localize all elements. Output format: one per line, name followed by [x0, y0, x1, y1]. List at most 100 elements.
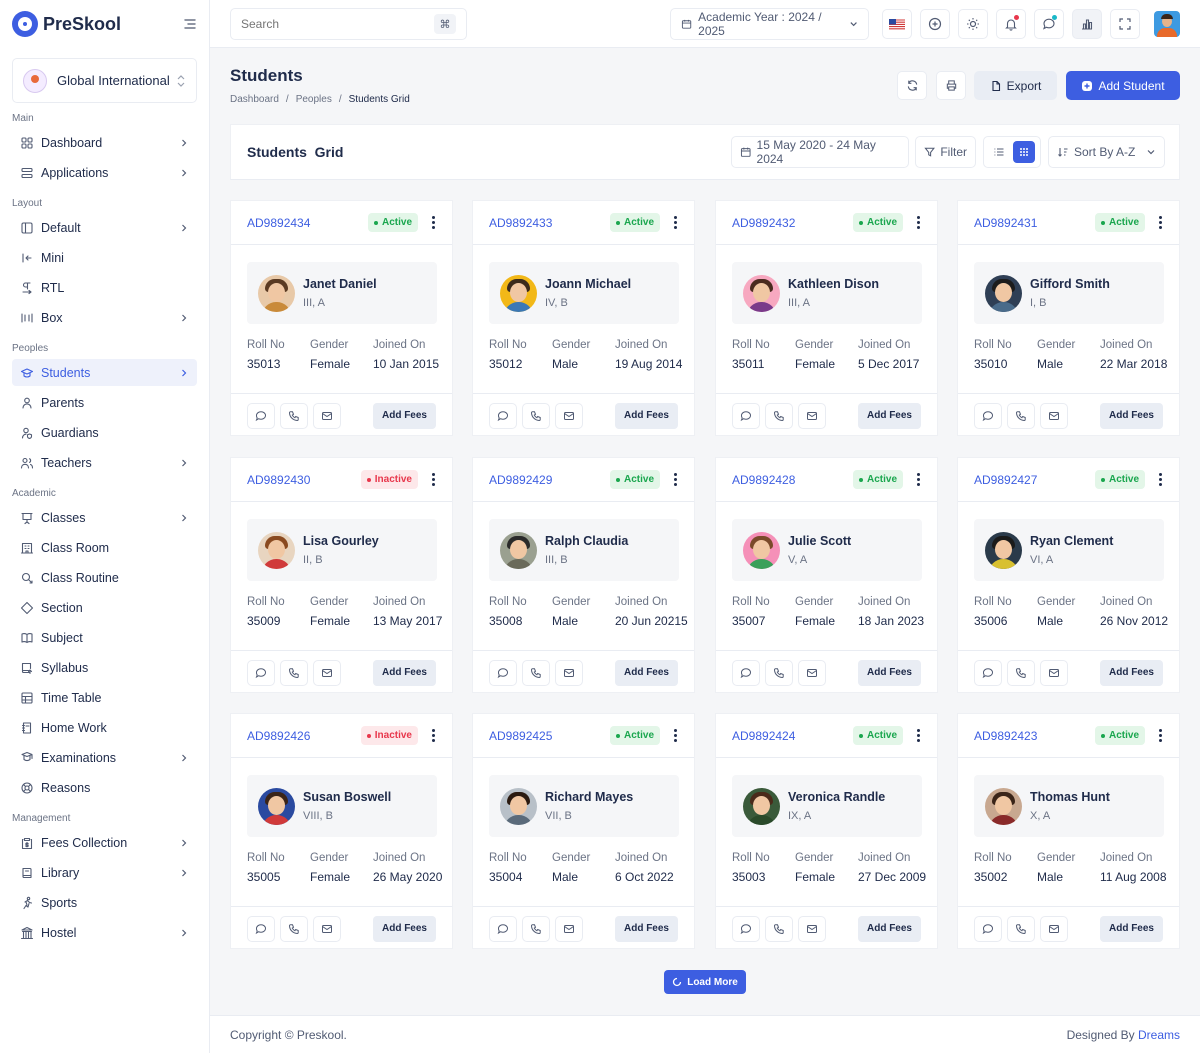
messages-button[interactable]: [1034, 9, 1064, 39]
call-button[interactable]: [765, 402, 793, 429]
filter-button[interactable]: Filter: [915, 136, 976, 168]
email-button[interactable]: [313, 659, 341, 686]
email-button[interactable]: [1040, 659, 1068, 686]
list-view-button[interactable]: [988, 141, 1010, 163]
student-name[interactable]: Gifford Smith: [1030, 277, 1110, 291]
message-button[interactable]: [247, 402, 275, 429]
student-id-link[interactable]: AD9892426: [247, 728, 311, 743]
message-button[interactable]: [974, 659, 1002, 686]
student-profile[interactable]: Susan Boswell VIII, B: [247, 775, 437, 837]
add-fees-button[interactable]: Add Fees: [615, 915, 678, 942]
add-fees-button[interactable]: Add Fees: [1100, 659, 1163, 686]
add-new-button[interactable]: [920, 9, 950, 39]
language-flag-button[interactable]: [882, 9, 912, 39]
student-profile[interactable]: Janet Daniel III, A: [247, 262, 437, 324]
student-name[interactable]: Janet Daniel: [303, 277, 377, 291]
user-avatar[interactable]: [1154, 11, 1180, 37]
student-profile[interactable]: Lisa Gourley II, B: [247, 519, 437, 581]
export-button[interactable]: Export: [974, 71, 1057, 100]
student-profile[interactable]: Ryan Clement VI, A: [974, 519, 1164, 581]
student-name[interactable]: Joann Michael: [545, 277, 632, 291]
add-fees-button[interactable]: Add Fees: [373, 915, 436, 942]
student-id-link[interactable]: AD9892425: [489, 728, 553, 743]
add-fees-button[interactable]: Add Fees: [858, 402, 921, 429]
more-options-icon[interactable]: [915, 473, 921, 486]
sidebar-item-rtl[interactable]: RTL: [12, 274, 197, 301]
more-options-icon[interactable]: [430, 216, 436, 229]
student-id-link[interactable]: AD9892428: [732, 472, 796, 487]
more-options-icon[interactable]: [672, 473, 678, 486]
add-fees-button[interactable]: Add Fees: [373, 659, 436, 686]
message-button[interactable]: [732, 659, 760, 686]
email-button[interactable]: [555, 659, 583, 686]
sidebar-item-default[interactable]: Default: [12, 214, 197, 241]
call-button[interactable]: [522, 659, 550, 686]
date-range-picker[interactable]: 15 May 2020 - 24 May 2024: [731, 136, 909, 168]
sidebar-item-fees-collection[interactable]: Fees Collection: [12, 829, 197, 856]
sidebar-item-syllabus[interactable]: Syllabus: [12, 654, 197, 681]
sidebar-item-time-table[interactable]: Time Table: [12, 684, 197, 711]
message-button[interactable]: [489, 659, 517, 686]
student-id-link[interactable]: AD9892423: [974, 728, 1038, 743]
student-name[interactable]: Julie Scott: [788, 534, 852, 548]
grid-view-button[interactable]: [1013, 141, 1035, 163]
student-name[interactable]: Lisa Gourley: [303, 534, 379, 548]
more-options-icon[interactable]: [1157, 729, 1163, 742]
refresh-button[interactable]: [897, 71, 927, 100]
add-fees-button[interactable]: Add Fees: [373, 402, 436, 429]
message-button[interactable]: [732, 402, 760, 429]
call-button[interactable]: [522, 915, 550, 942]
add-fees-button[interactable]: Add Fees: [1100, 915, 1163, 942]
student-id-link[interactable]: AD9892427: [974, 472, 1038, 487]
message-button[interactable]: [732, 915, 760, 942]
notifications-button[interactable]: [996, 9, 1026, 39]
call-button[interactable]: [1007, 402, 1035, 429]
student-profile[interactable]: Joann Michael IV, B: [489, 262, 679, 324]
email-button[interactable]: [555, 915, 583, 942]
search-box[interactable]: ⌘: [230, 8, 467, 40]
student-name[interactable]: Ralph Claudia: [545, 534, 629, 548]
call-button[interactable]: [522, 402, 550, 429]
load-more-button[interactable]: Load More: [664, 970, 746, 994]
more-options-icon[interactable]: [915, 729, 921, 742]
sidebar-item-dashboard[interactable]: Dashboard: [12, 129, 197, 156]
sidebar-item-box[interactable]: Box: [12, 304, 197, 331]
more-options-icon[interactable]: [1157, 216, 1163, 229]
call-button[interactable]: [1007, 659, 1035, 686]
call-button[interactable]: [280, 659, 308, 686]
email-button[interactable]: [1040, 915, 1068, 942]
call-button[interactable]: [1007, 915, 1035, 942]
search-input[interactable]: [241, 17, 434, 31]
sidebar-item-sports[interactable]: Sports: [12, 889, 197, 916]
student-name[interactable]: Kathleen Dison: [788, 277, 879, 291]
call-button[interactable]: [765, 659, 793, 686]
menu-toggle-icon[interactable]: [183, 17, 197, 31]
school-selector[interactable]: Global International: [12, 58, 197, 103]
email-button[interactable]: [798, 915, 826, 942]
designer-link[interactable]: Dreams: [1137, 1028, 1180, 1042]
add-fees-button[interactable]: Add Fees: [1100, 402, 1163, 429]
more-options-icon[interactable]: [672, 216, 678, 229]
sidebar-item-class-routine[interactable]: Class Routine: [12, 564, 197, 591]
student-name[interactable]: Thomas Hunt: [1030, 790, 1110, 804]
student-profile[interactable]: Ralph Claudia III, B: [489, 519, 679, 581]
add-fees-button[interactable]: Add Fees: [615, 659, 678, 686]
sidebar-item-teachers[interactable]: Teachers: [12, 449, 197, 476]
more-options-icon[interactable]: [430, 473, 436, 486]
student-id-link[interactable]: AD9892434: [247, 215, 311, 230]
student-id-link[interactable]: AD9892431: [974, 215, 1038, 230]
add-fees-button[interactable]: Add Fees: [858, 659, 921, 686]
student-name[interactable]: Richard Mayes: [545, 790, 634, 804]
student-name[interactable]: Susan Boswell: [303, 790, 392, 804]
print-button[interactable]: [936, 71, 966, 100]
student-id-link[interactable]: AD9892432: [732, 215, 796, 230]
message-button[interactable]: [489, 915, 517, 942]
more-options-icon[interactable]: [1157, 473, 1163, 486]
message-button[interactable]: [247, 915, 275, 942]
student-profile[interactable]: Thomas Hunt X, A: [974, 775, 1164, 837]
breadcrumb-dashboard[interactable]: Dashboard: [230, 94, 279, 105]
student-id-link[interactable]: AD9892424: [732, 728, 796, 743]
sidebar-item-parents[interactable]: Parents: [12, 389, 197, 416]
more-options-icon[interactable]: [672, 729, 678, 742]
call-button[interactable]: [280, 402, 308, 429]
